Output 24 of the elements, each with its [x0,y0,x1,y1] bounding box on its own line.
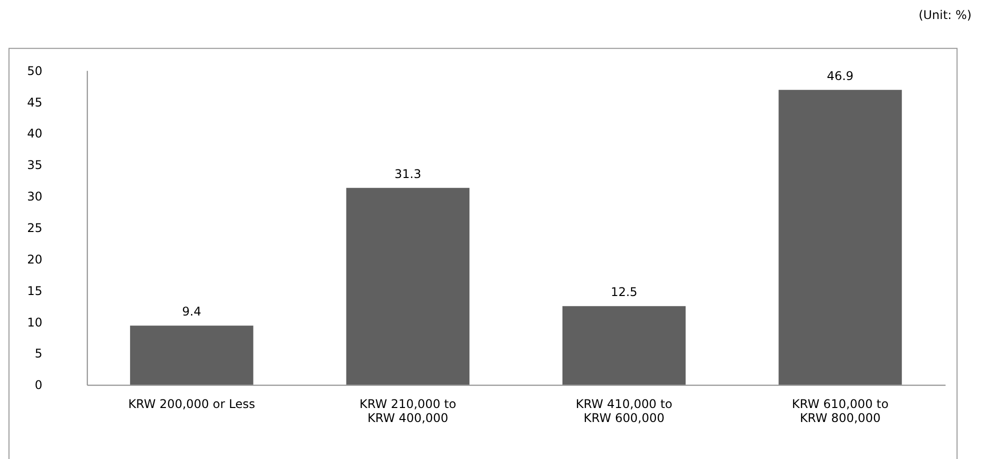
text: (Unit: %) [918,8,972,22]
data-label: 46.9 [826,68,854,83]
y-tick-label: 50 [27,64,42,78]
data-label: 31.3 [394,166,422,181]
x-tick-label: KRW 410,000 to KRW 600,000 [576,397,672,426]
y-tick-label: 5 [34,346,42,361]
y-tick-label: 45 [27,95,42,110]
y-tick-label: 40 [27,126,42,141]
bar [562,306,686,385]
x-tick-label: KRW 200,000 or Less [128,397,256,412]
y-tick-label: 20 [27,252,42,266]
x-tick-label: KRW 610,000 to KRW 800,000 [792,397,889,426]
y-tick-label: 25 [27,221,42,236]
data-label: 12.5 [610,285,638,300]
y-tick-label: 10 [27,315,42,330]
bar [778,90,902,385]
y-tick-label: 35 [27,158,42,172]
bar [130,326,254,385]
data-label: 9.4 [182,304,202,319]
y-tick-label: 30 [27,190,42,204]
y-tick-label: 0 [34,378,42,392]
bar [346,188,470,385]
y-tick-label: 15 [27,284,42,298]
x-tick-label: KRW 210,000 to KRW 400,000 [360,397,456,426]
